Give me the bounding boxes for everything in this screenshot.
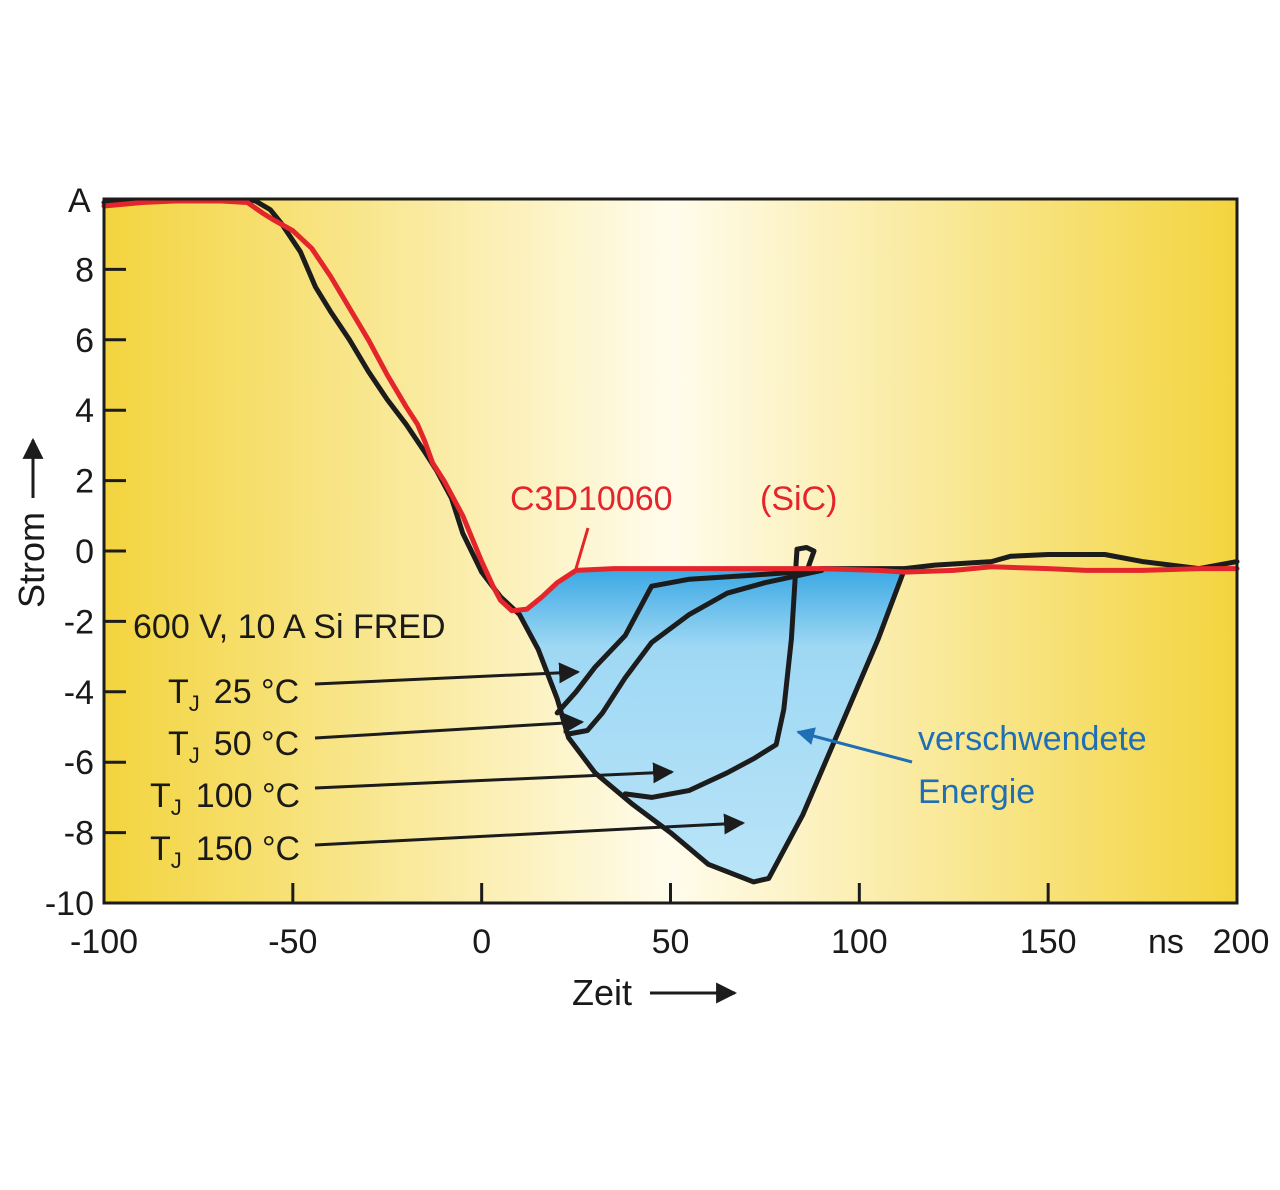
x-tick-label: -50	[268, 923, 317, 961]
series-line	[101, 198, 1240, 614]
y-tick-label: -8	[64, 815, 94, 853]
x-ticks: -100 -50 0 50 100 150 200	[70, 883, 1269, 961]
y-axis-title: Strom	[11, 437, 52, 608]
series-line	[622, 545, 908, 800]
y-tick-label: 0	[75, 533, 94, 571]
x-tick-label: 200	[1213, 923, 1270, 961]
svg-text:Strom: Strom	[11, 512, 52, 608]
x-axis-title: Zeit	[572, 972, 738, 1013]
series-line	[566, 567, 825, 737]
y-tick-label: -10	[45, 885, 94, 923]
series-line	[101, 198, 1240, 885]
y-tick-label: 6	[75, 322, 94, 360]
svg-text:(SiC): (SiC)	[760, 480, 837, 518]
tj-label-150: TJ 150 °C	[150, 813, 746, 873]
tj-label-50: TJ 50 °C	[168, 712, 585, 768]
x-tick-label: -100	[70, 923, 138, 961]
x-tick-label: 50	[652, 923, 690, 961]
svg-text:C3D10060: C3D10060	[510, 480, 673, 518]
tj-label-100: TJ 100 °C	[150, 762, 675, 820]
svg-text:verschwendete: verschwendete	[918, 720, 1147, 758]
x-tick-label: 150	[1020, 923, 1077, 961]
svg-text:Energie: Energie	[918, 773, 1035, 811]
wasted-energy-label: verschwendete Energie	[796, 720, 1147, 811]
y-tick-label: -2	[64, 603, 94, 641]
svg-text:Zeit: Zeit	[572, 972, 632, 1013]
series-layer	[101, 198, 1240, 885]
tj-label-25: TJ 25 °C	[168, 662, 581, 716]
y-ticks: -10 -8 -6 -4 -2 0 2 4 6 8	[45, 251, 126, 923]
x-tick-label: 100	[831, 923, 888, 961]
y-tick-label: 8	[75, 251, 94, 289]
x-tick-label: 0	[472, 923, 491, 961]
series-line	[554, 567, 825, 716]
sic-label: C3D10060 (SiC)	[510, 480, 837, 573]
si-fred-label: 600 V, 10 A Si FRED	[133, 608, 446, 646]
y-tick-label: -6	[64, 744, 94, 782]
x-unit-label: ns	[1148, 923, 1184, 961]
y-unit-label: A	[68, 182, 91, 220]
y-tick-label: 4	[75, 392, 94, 430]
y-tick-label: -4	[64, 674, 94, 712]
y-tick-label: 2	[75, 463, 94, 501]
